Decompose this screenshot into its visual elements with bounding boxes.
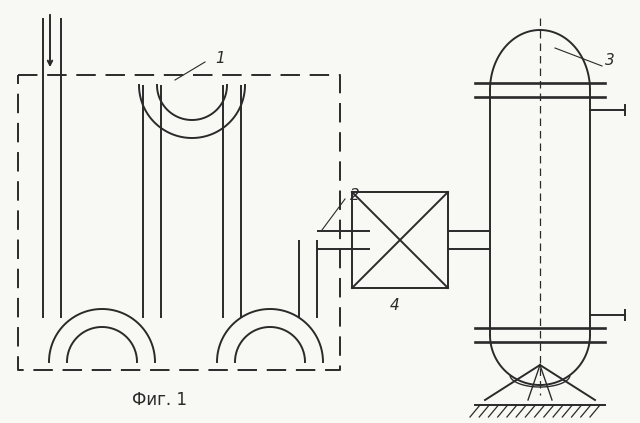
Text: 2: 2: [350, 187, 360, 203]
Text: 1: 1: [215, 50, 225, 66]
Text: 3: 3: [605, 52, 615, 68]
Text: 4: 4: [390, 299, 400, 313]
Text: Фиг. 1: Фиг. 1: [132, 391, 188, 409]
